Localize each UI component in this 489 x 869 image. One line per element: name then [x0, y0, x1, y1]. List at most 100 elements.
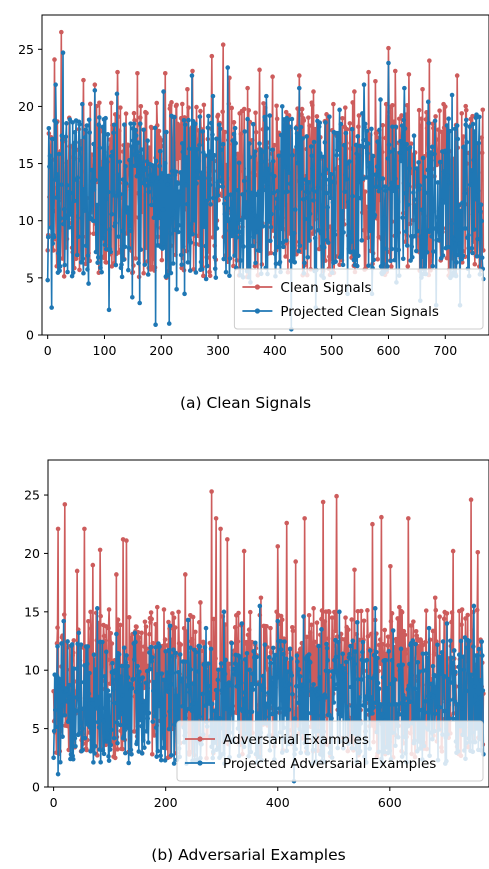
data-point	[423, 639, 428, 645]
legend-entry: Clean Signals	[242, 280, 372, 296]
data-point	[78, 720, 83, 725]
data-point	[306, 190, 311, 196]
data-point	[467, 124, 472, 129]
data-point	[463, 107, 469, 113]
data-point	[312, 235, 318, 241]
data-point	[85, 267, 90, 272]
data-point	[386, 45, 391, 51]
data-point	[89, 701, 95, 706]
data-point	[79, 215, 85, 221]
data-point	[412, 233, 418, 239]
data-point	[449, 666, 455, 672]
data-point	[274, 609, 279, 615]
data-point	[153, 322, 158, 328]
data-point	[207, 690, 213, 696]
data-point	[140, 651, 146, 657]
data-point	[272, 251, 278, 257]
data-point	[375, 655, 380, 661]
data-point	[440, 253, 446, 258]
data-point	[350, 638, 356, 644]
data-point	[411, 619, 416, 624]
data-point	[237, 229, 242, 235]
data-point	[307, 238, 312, 243]
data-point	[243, 697, 249, 703]
data-point	[283, 109, 289, 115]
data-point	[302, 260, 307, 266]
data-point	[201, 224, 207, 230]
data-point	[205, 661, 211, 666]
data-point	[411, 190, 416, 195]
legend-marker	[254, 308, 260, 314]
data-point	[449, 221, 454, 226]
data-point	[81, 187, 87, 192]
data-point	[245, 709, 250, 715]
data-point	[164, 670, 170, 676]
data-point	[170, 670, 176, 676]
data-point	[449, 92, 455, 98]
data-point	[210, 93, 216, 99]
data-point	[275, 618, 281, 624]
data-point	[420, 651, 426, 657]
data-point	[371, 705, 376, 710]
data-point	[433, 685, 439, 690]
data-point	[436, 127, 441, 133]
data-point	[56, 151, 62, 157]
data-point	[160, 727, 166, 733]
data-point	[213, 716, 218, 721]
data-point	[274, 675, 280, 680]
data-point	[125, 664, 130, 669]
data-point	[244, 641, 250, 647]
data-point	[198, 108, 203, 114]
data-point	[268, 250, 274, 256]
data-point	[254, 229, 259, 235]
data-point	[60, 256, 65, 261]
data-point	[113, 262, 119, 268]
data-point	[122, 122, 127, 128]
data-point	[241, 106, 247, 112]
data-point	[97, 100, 102, 106]
data-point	[442, 148, 448, 154]
data-point	[307, 630, 313, 635]
data-point	[117, 622, 123, 628]
data-point	[203, 703, 208, 708]
data-point	[430, 628, 436, 634]
data-point	[334, 634, 340, 639]
data-point	[439, 129, 445, 135]
data-point	[107, 137, 113, 142]
data-point	[97, 547, 103, 553]
data-point	[269, 211, 274, 217]
data-point	[100, 639, 105, 645]
data-point	[96, 122, 102, 128]
data-point	[167, 623, 173, 629]
data-point	[274, 205, 279, 210]
data-point	[139, 751, 145, 756]
data-point	[134, 739, 140, 744]
data-point	[382, 184, 388, 189]
y-tick-label: 20	[18, 99, 34, 114]
data-point	[195, 169, 200, 174]
data-point	[177, 652, 183, 657]
data-point	[411, 133, 417, 139]
data-point	[154, 179, 160, 184]
data-point	[303, 177, 308, 182]
data-point	[216, 667, 221, 673]
data-point	[182, 291, 187, 297]
data-point	[337, 609, 342, 615]
data-point	[343, 172, 348, 178]
data-point	[120, 692, 125, 698]
data-point	[128, 121, 133, 126]
data-point	[300, 196, 306, 202]
data-point	[209, 156, 215, 161]
data-point	[341, 142, 347, 148]
data-point	[244, 214, 249, 219]
data-point	[176, 222, 182, 228]
y-tick-label: 10	[24, 663, 40, 678]
data-point	[325, 636, 331, 641]
data-point	[80, 101, 85, 107]
data-point	[464, 645, 470, 651]
data-point	[250, 243, 256, 249]
data-point	[106, 189, 111, 195]
data-point	[299, 112, 304, 118]
data-point	[94, 706, 100, 711]
data-point	[61, 221, 66, 227]
